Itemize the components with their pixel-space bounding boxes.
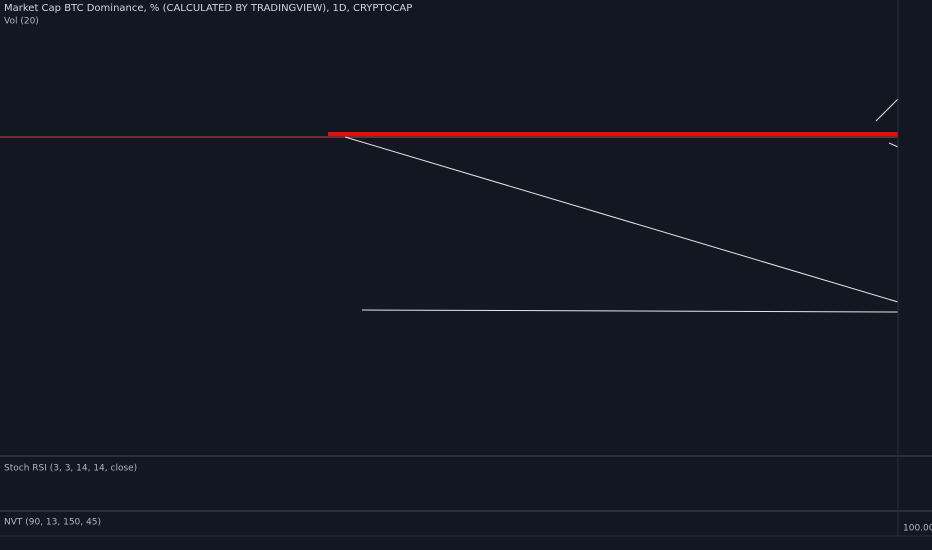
stoch-title: Stoch RSI (3, 3, 14, 14, close) [4,464,137,474]
arrow-line [888,142,899,148]
trend-line [344,136,899,303]
arrow-line [875,98,899,122]
nvt-tick-label: 100.00 [903,524,932,534]
support-line [361,309,899,313]
chart-title: Market Cap BTC Dominance, % (CALCULATED … [4,3,412,14]
axis-layer: Market Cap BTC Dominance, % (CALCULATED … [0,0,932,537]
drawings [0,98,899,313]
nvt-title: NVT (90, 13, 150, 45) [4,518,101,528]
volume-label: Vol (20) [4,17,39,27]
